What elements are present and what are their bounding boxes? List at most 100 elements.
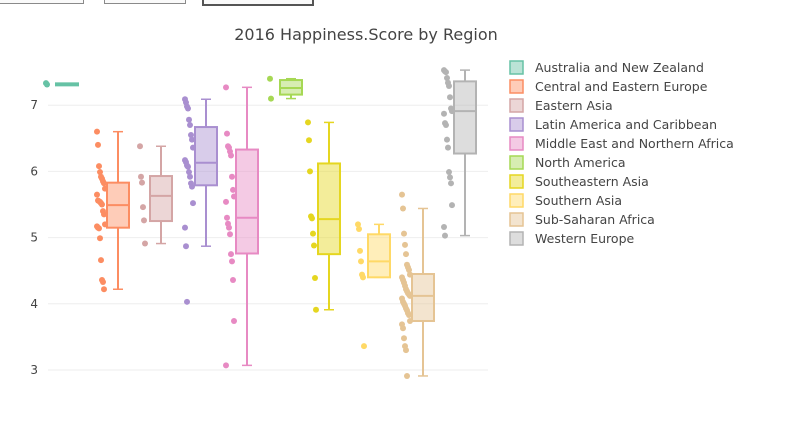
legend-swatch — [509, 98, 524, 113]
data-point — [142, 240, 148, 247]
data-point — [449, 202, 455, 209]
data-point — [228, 152, 234, 159]
legend-swatch — [509, 193, 524, 208]
data-point — [100, 278, 106, 285]
legend-label: Southeastern Asia — [535, 174, 649, 189]
data-point — [407, 271, 413, 278]
data-point — [141, 217, 147, 224]
data-point — [447, 94, 453, 101]
legend-item-9[interactable]: Western Europe — [509, 231, 635, 246]
data-point — [357, 247, 363, 254]
data-point — [185, 105, 191, 112]
dropdown-1[interactable] — [0, 0, 84, 4]
legend-item-5[interactable]: North America — [509, 155, 626, 170]
data-point — [97, 169, 103, 176]
box-group-8 — [399, 191, 435, 379]
legend-label: Central and Eastern Europe — [535, 79, 708, 94]
legend-label: Southern Asia — [535, 193, 622, 208]
dropdown-2[interactable] — [104, 0, 186, 4]
data-point — [185, 163, 191, 170]
data-point — [184, 298, 190, 305]
data-point — [446, 83, 452, 90]
legend-item-8[interactable]: Sub-Saharan Africa — [509, 212, 655, 227]
legend-swatch — [509, 155, 524, 170]
legend-item-4[interactable]: Middle East and Northern Africa — [509, 136, 734, 151]
data-point — [187, 173, 193, 180]
data-point — [310, 230, 316, 237]
dropdown-3[interactable] — [202, 0, 314, 6]
box-group-5 — [267, 75, 303, 102]
box — [235, 148, 259, 255]
data-point — [444, 136, 450, 143]
box-group-7 — [355, 221, 391, 350]
legend-item-2[interactable]: Eastern Asia — [509, 98, 613, 113]
data-point — [223, 198, 229, 205]
legend-swatch — [509, 136, 524, 151]
data-point — [449, 108, 455, 115]
data-point — [311, 242, 317, 249]
data-point — [441, 110, 447, 117]
box — [411, 273, 435, 323]
data-point — [229, 173, 235, 180]
box — [194, 126, 218, 187]
data-point — [96, 225, 102, 232]
data-point — [223, 84, 229, 91]
data-point — [355, 221, 361, 228]
data-point — [189, 183, 195, 190]
box-group-6 — [305, 119, 341, 313]
plot-area — [43, 67, 477, 379]
box-group-4 — [223, 84, 259, 369]
data-point — [313, 306, 319, 313]
data-point — [230, 186, 236, 193]
y-tick-label: 5 — [30, 231, 38, 245]
data-point — [441, 224, 447, 231]
data-point — [399, 191, 405, 198]
data-point — [97, 235, 103, 242]
legend-item-6[interactable]: Southeastern Asia — [509, 174, 649, 189]
data-point — [231, 193, 237, 200]
data-point — [101, 211, 107, 218]
data-point — [140, 204, 146, 211]
data-point — [403, 251, 409, 258]
data-point — [230, 276, 236, 283]
legend-item-3[interactable]: Latin America and Caribbean — [509, 117, 717, 132]
data-point — [229, 258, 235, 265]
data-point — [444, 75, 450, 82]
box — [367, 233, 391, 279]
legend-item-1[interactable]: Central and Eastern Europe — [509, 79, 708, 94]
data-point — [94, 128, 100, 135]
data-point — [182, 224, 188, 231]
box — [317, 162, 341, 256]
box-group-2 — [137, 143, 173, 247]
data-point — [139, 179, 145, 186]
data-point — [407, 318, 413, 325]
data-point — [403, 347, 409, 354]
data-point — [443, 69, 449, 76]
data-point — [94, 191, 100, 198]
data-point — [226, 224, 232, 231]
data-point — [190, 200, 196, 207]
data-point — [189, 136, 195, 143]
data-point — [406, 267, 412, 274]
data-point — [358, 258, 364, 265]
data-point — [224, 214, 230, 221]
data-point — [228, 251, 234, 258]
legend-swatch — [509, 60, 524, 75]
y-tick-label: 3 — [30, 363, 38, 377]
y-tick-label: 7 — [30, 98, 38, 112]
grid-lines — [48, 104, 488, 371]
legend-swatch — [509, 117, 524, 132]
y-axis: 3 4 5 6 7 — [30, 98, 38, 377]
data-point — [361, 343, 367, 350]
data-point — [99, 201, 105, 208]
box — [453, 80, 477, 155]
legend-swatch — [509, 212, 524, 227]
legend-item-0[interactable]: Australia and New Zealand — [509, 60, 704, 75]
legend-item-7[interactable]: Southern Asia — [509, 193, 622, 208]
legend-swatch — [509, 79, 524, 94]
data-point — [356, 225, 362, 232]
legend-swatch — [509, 231, 524, 246]
data-point — [306, 137, 312, 144]
data-point — [360, 274, 366, 281]
